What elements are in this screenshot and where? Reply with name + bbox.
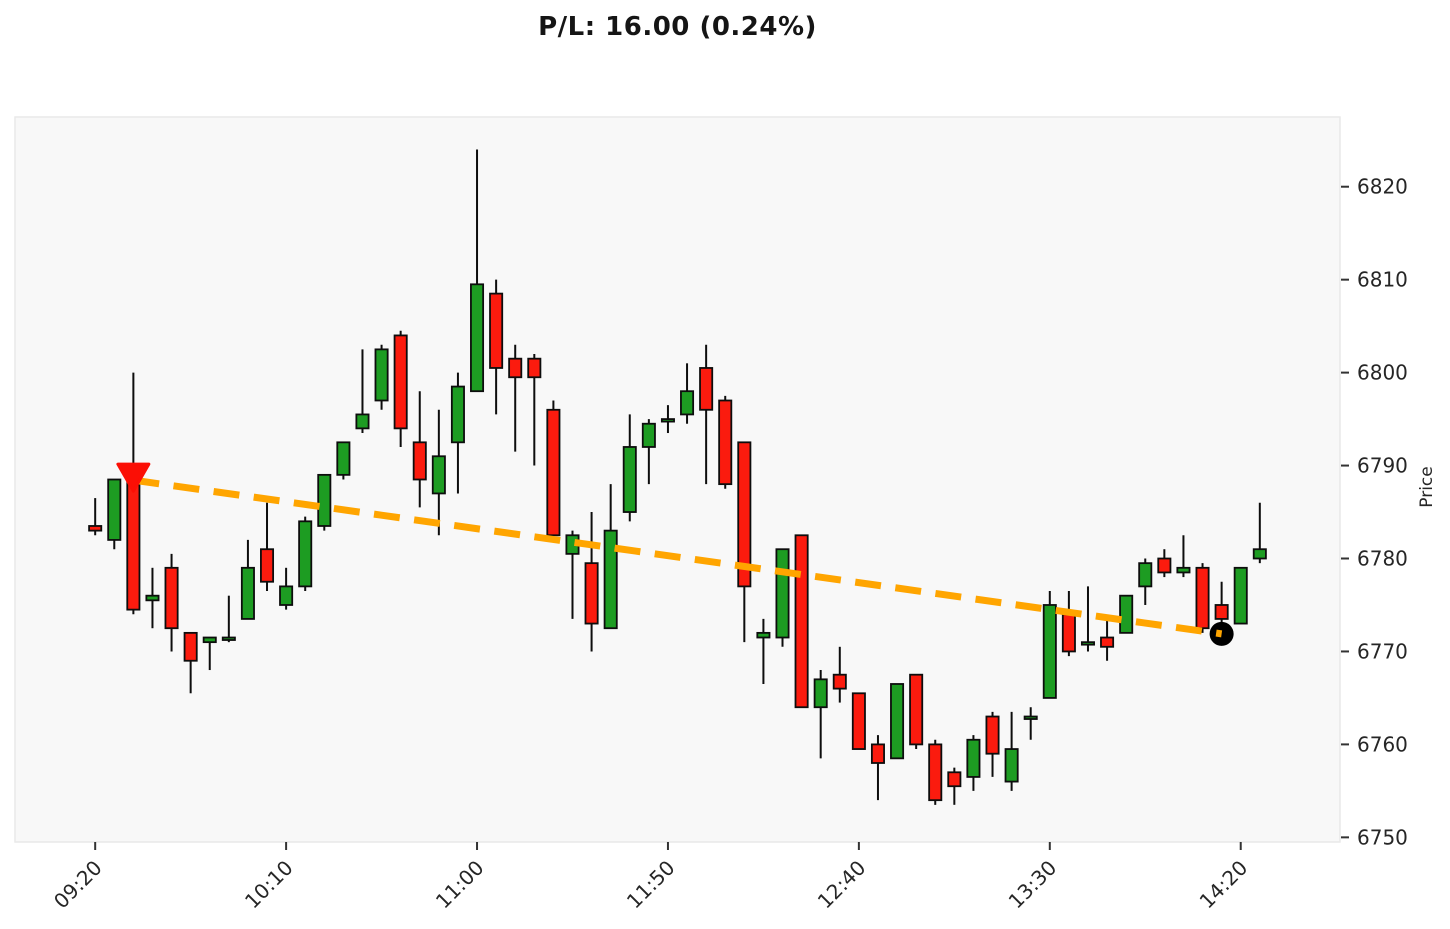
x-tick-label: 09:20: [49, 856, 107, 914]
candle-body-down: [164, 566, 179, 630]
y-tick-label: 6820: [1357, 175, 1408, 199]
candle-body-down: [1100, 636, 1115, 648]
x-tick-label: 14:20: [1195, 856, 1253, 914]
candle-body-up: [336, 441, 351, 476]
candle-body-down: [1061, 613, 1076, 653]
candle-body-down: [393, 334, 408, 430]
candle-body-down: [832, 673, 847, 690]
y-tick-label: 6760: [1357, 732, 1408, 756]
candle-body-up: [298, 520, 313, 588]
y-tick-label: 6810: [1357, 268, 1408, 292]
candle-body-up: [775, 548, 790, 639]
x-tick-label: 13:30: [1004, 856, 1062, 914]
candle-body-up: [813, 678, 828, 709]
candle-body-down: [412, 441, 427, 481]
pl-title: P/L: 16.00 (0.24%): [538, 12, 817, 42]
x-tick-label: 11:00: [431, 856, 489, 914]
candle-body-up: [202, 636, 217, 644]
entry-sell-marker: [116, 462, 151, 493]
candle-body-up: [890, 683, 905, 760]
candle-body-down: [928, 743, 943, 802]
candle-body-up: [1119, 594, 1134, 634]
candle-body-down: [947, 771, 962, 788]
candle-body-down: [1214, 604, 1229, 620]
candle-body-down: [508, 357, 523, 379]
x-tick-label: 12:40: [813, 856, 871, 914]
candle-body-up: [756, 631, 771, 639]
candle-body-down: [985, 715, 1000, 755]
candle-body-up: [641, 422, 656, 448]
candle-body-up: [603, 529, 618, 630]
y-axis-label: Price: [1417, 466, 1437, 507]
candle-body-down: [546, 408, 561, 537]
candle-body-up: [431, 455, 446, 495]
x-tick-label: 11:50: [622, 856, 680, 914]
candle-body-down: [1157, 557, 1172, 574]
candle-body-up: [221, 636, 236, 641]
candle-body-down: [260, 548, 275, 583]
plot-area: [14, 116, 1341, 843]
candle-body-up: [450, 385, 465, 444]
candle-body-down: [851, 692, 866, 750]
candle-body-up: [1023, 715, 1038, 720]
candle-body-up: [1252, 548, 1267, 560]
candle-body-up: [1080, 641, 1095, 646]
candle-body-down: [527, 357, 542, 379]
candle-body-up: [680, 390, 695, 416]
pl-trade-line: [132, 476, 1223, 638]
candle-body-down: [870, 743, 885, 764]
candle-body-up: [279, 585, 294, 606]
candle-body-down: [489, 292, 504, 369]
candle-body-down: [88, 525, 103, 532]
candle-body-down: [794, 534, 809, 709]
candle-body-up: [355, 413, 370, 430]
candle-body-up: [1176, 566, 1191, 574]
candle-body-up: [317, 473, 332, 527]
candle-body-up: [470, 283, 485, 393]
candle-body-up: [1138, 562, 1153, 588]
candle-body-down: [584, 562, 599, 625]
candle-body-down: [909, 673, 924, 746]
candle-body-down: [183, 631, 198, 662]
candle-body-down: [699, 367, 714, 411]
y-tick-label: 6770: [1357, 639, 1408, 663]
y-tick-label: 6790: [1357, 454, 1408, 478]
candle-body-up: [240, 566, 255, 620]
candle-body-up: [660, 418, 675, 423]
candle-body-up: [145, 594, 160, 602]
candle-body-down: [737, 441, 752, 588]
y-tick-label: 6750: [1357, 825, 1408, 849]
candle-body-up: [1042, 604, 1057, 699]
candle-body-up: [1233, 566, 1248, 625]
candle-body-up: [107, 478, 122, 541]
candle-body-down: [718, 399, 733, 486]
x-tick-label: 10:10: [240, 856, 298, 914]
candle-body-up: [966, 738, 981, 778]
y-tick-label: 6800: [1357, 361, 1408, 385]
candle-body-up: [374, 348, 389, 402]
candle-body-up: [622, 446, 637, 513]
candle-body-down: [1195, 566, 1210, 630]
y-tick-label: 6780: [1357, 547, 1408, 571]
candle-body-up: [1004, 748, 1019, 783]
